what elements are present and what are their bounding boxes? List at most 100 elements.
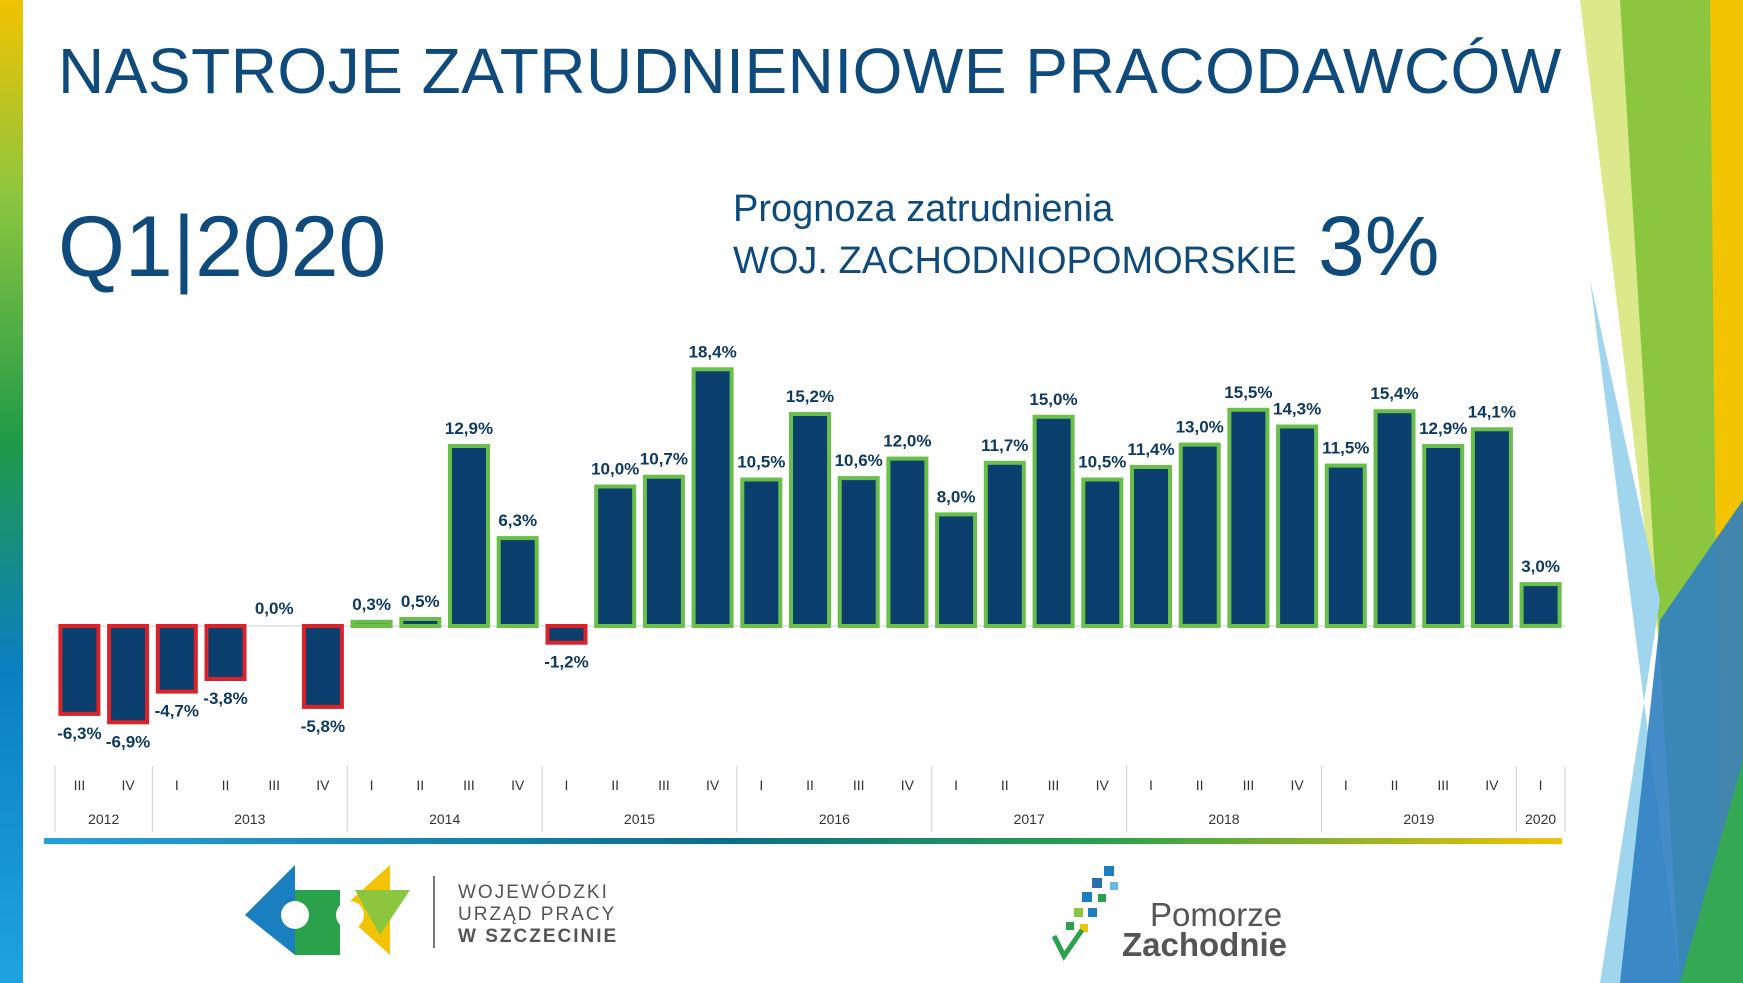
data-label: 11,4% <box>1127 440 1174 459</box>
bar <box>1470 427 1513 628</box>
data-label: 10,5% <box>737 453 785 472</box>
x-tick-label: II <box>1196 777 1204 793</box>
bar <box>1519 582 1562 628</box>
bar <box>399 617 442 628</box>
x-tick-label: IV <box>1290 777 1304 793</box>
left-decorative-strip <box>0 0 23 983</box>
wup-logo-text: WOJEWÓDZKI URZĄD PRACY W SZCZECINIE <box>458 882 618 948</box>
forecast-value: 3% <box>1318 199 1440 293</box>
bar <box>448 444 490 628</box>
gradient-rule <box>44 838 1562 844</box>
bar <box>935 512 978 629</box>
data-label: 3,0% <box>1521 557 1560 576</box>
bar <box>1178 442 1221 628</box>
bar <box>1130 465 1172 628</box>
x-tick-label: II <box>806 777 814 793</box>
x-tick-label: I <box>759 777 763 793</box>
data-label: 0,3% <box>352 595 391 614</box>
wup-logo-icon <box>245 865 410 955</box>
pomorze-zachodnie-logo-icon <box>1052 866 1118 961</box>
x-tick-label: II <box>1391 777 1399 793</box>
data-label: 15,4% <box>1370 384 1418 403</box>
x-tick-label: III <box>853 777 865 793</box>
x-tick-label: II <box>1001 777 1009 793</box>
data-label: -1,2% <box>544 653 588 672</box>
x-tick-label: III <box>74 777 86 793</box>
data-label: 6,3% <box>498 511 537 530</box>
data-label: 18,4% <box>688 342 736 361</box>
x-tick-label: II <box>416 777 424 793</box>
data-label: 11,5% <box>1322 439 1369 458</box>
data-label: 14,1% <box>1468 402 1516 421</box>
x-tick-label: IV <box>1096 777 1110 793</box>
bar <box>1373 409 1416 629</box>
x-tick-label: IV <box>901 777 915 793</box>
wup-text-line: URZĄD PRACY <box>458 904 617 925</box>
x-tick-label: II <box>222 777 230 793</box>
data-label: 15,5% <box>1224 383 1272 402</box>
period-label: Q1|2020 <box>58 199 387 295</box>
x-tick-label: III <box>658 777 670 793</box>
bar <box>886 456 929 628</box>
bar <box>594 484 637 628</box>
x-tick-label: III <box>1243 777 1255 793</box>
data-label: 10,0% <box>591 460 639 479</box>
year-label: 2015 <box>624 811 655 827</box>
bar <box>1422 444 1465 628</box>
data-label: 10,5% <box>1078 453 1126 472</box>
data-label: 11,7% <box>981 436 1028 455</box>
x-tick-label: IV <box>706 777 720 793</box>
x-tick-label: III <box>1048 777 1060 793</box>
data-label: -5,8% <box>301 717 345 736</box>
x-tick-label: III <box>268 777 280 793</box>
x-tick-label: I <box>175 777 179 793</box>
data-label: -4,7% <box>155 702 199 721</box>
bar <box>350 619 393 628</box>
bar <box>301 624 344 709</box>
year-label: 2014 <box>429 811 460 827</box>
bar <box>789 412 831 628</box>
data-label: 12,0% <box>883 432 931 451</box>
x-tick-label: I <box>1539 777 1543 793</box>
x-tick-label: I <box>1344 777 1348 793</box>
year-label: 2016 <box>819 811 850 827</box>
region-label: WOJ. ZACHODNIOPOMORSKIE <box>733 240 1297 282</box>
bar <box>1081 477 1124 628</box>
data-label: 13,0% <box>1176 418 1224 437</box>
x-tick-label: I <box>370 777 374 793</box>
data-label: 0,5% <box>401 592 440 611</box>
year-label: 2019 <box>1403 811 1434 827</box>
bar <box>1324 463 1367 628</box>
x-tick-label: IV <box>121 777 135 793</box>
data-label: -6,3% <box>57 724 101 743</box>
data-label: 12,9% <box>1419 419 1467 438</box>
bar <box>983 460 1026 628</box>
bar <box>740 477 783 628</box>
year-label: 2020 <box>1525 811 1556 827</box>
forecast-label: Prognoza zatrudnienia <box>733 188 1114 230</box>
bar <box>107 624 150 725</box>
bar <box>1276 424 1319 628</box>
page-title: NASTROJE ZATRUDNIENIOWE PRACODAWCÓW <box>58 35 1562 107</box>
data-label: -6,9% <box>106 732 150 751</box>
data-label: 0,0% <box>255 599 294 618</box>
x-tick-label: I <box>565 777 569 793</box>
data-label: 15,2% <box>786 387 834 406</box>
wup-text-line: W SZCZECINIE <box>458 926 619 947</box>
x-tick-label: IV <box>316 777 330 793</box>
data-label: 15,0% <box>1029 390 1077 409</box>
x-tick-label: I <box>954 777 958 793</box>
data-label: 10,7% <box>640 450 688 469</box>
logo-divider <box>433 876 435 948</box>
bar <box>1227 407 1270 628</box>
data-label: 8,0% <box>937 487 976 506</box>
bar <box>545 624 588 645</box>
bar <box>691 367 734 628</box>
bar <box>642 474 685 629</box>
bar <box>155 624 198 694</box>
year-label: 2018 <box>1208 811 1239 827</box>
year-label: 2012 <box>88 811 119 827</box>
bar <box>496 536 539 628</box>
x-tick-label: III <box>1437 777 1449 793</box>
